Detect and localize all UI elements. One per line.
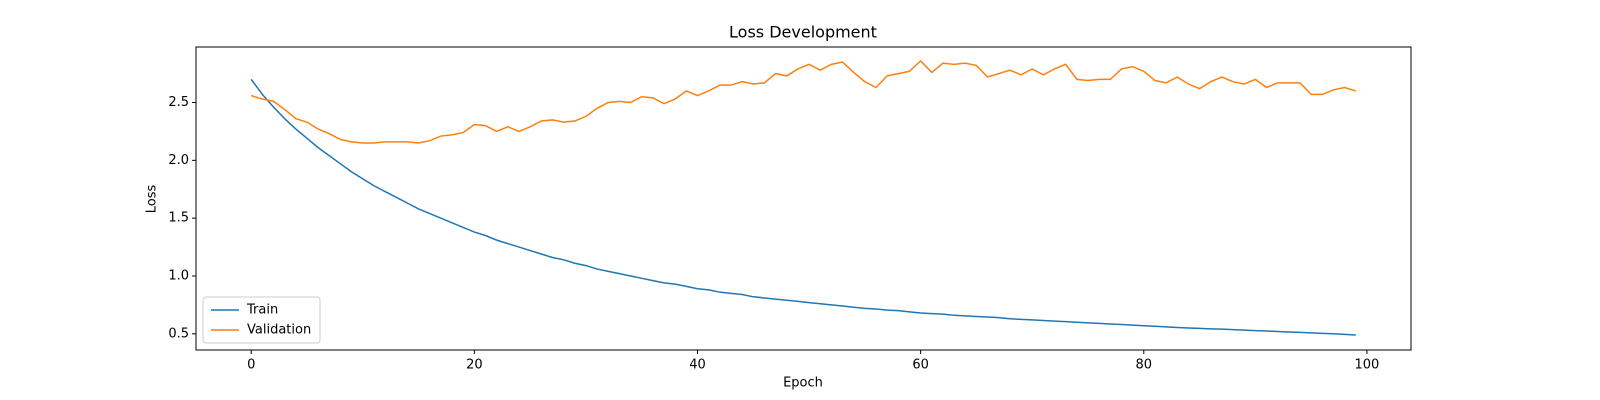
y-tick-label: 2.5 — [168, 95, 189, 110]
x-tick-label: 60 — [912, 358, 929, 373]
plot-frame — [195, 46, 1412, 351]
x-axis-label: Epoch — [783, 376, 823, 391]
y-tick-label: 1.5 — [168, 211, 189, 226]
x-tick-label: 80 — [1136, 358, 1153, 373]
legend-box — [202, 296, 321, 344]
legend-label: Validation — [247, 323, 311, 338]
x-tick-label: 0 — [247, 358, 255, 373]
legend-label: Train — [246, 303, 278, 318]
y-tick-label: 0.5 — [168, 326, 189, 341]
series-line — [251, 59, 1356, 144]
y-tick-label: 1.0 — [168, 268, 189, 283]
series-line — [250, 78, 1356, 336]
x-tick-label: 20 — [466, 358, 483, 373]
x-tick-label: 40 — [689, 358, 706, 373]
y-tick-label: 2.0 — [168, 153, 189, 168]
chart-title: Loss Development — [729, 23, 877, 42]
y-axis-label: Loss — [145, 185, 160, 214]
x-tick-label: 100 — [1355, 358, 1380, 373]
